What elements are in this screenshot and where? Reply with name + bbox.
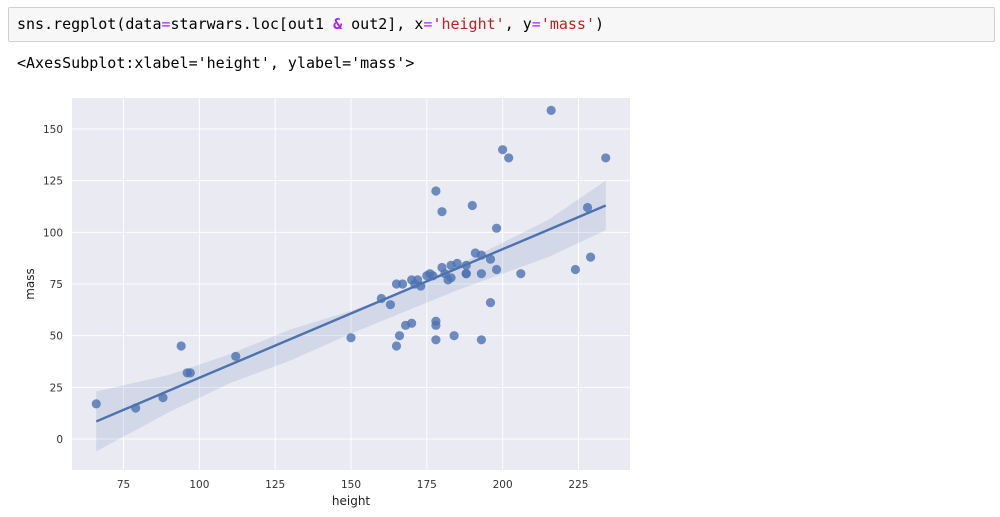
x-tick-label: 150 bbox=[341, 479, 361, 491]
code-token: , y bbox=[504, 15, 532, 33]
data-point bbox=[585, 252, 596, 262]
data-point bbox=[397, 279, 408, 289]
x-tick-label: 175 bbox=[417, 479, 437, 491]
data-point bbox=[476, 269, 487, 279]
code-token: = bbox=[423, 15, 433, 33]
data-point bbox=[231, 351, 241, 361]
y-tick-label: 0 bbox=[56, 434, 63, 446]
y-tick-label: 150 bbox=[43, 124, 63, 136]
confidence-band bbox=[96, 180, 606, 452]
code-token: = bbox=[161, 15, 171, 33]
code-cell[interactable]: sns.regplot(data=starwars.loc[out1 & out… bbox=[8, 7, 995, 42]
code-token: 'mass' bbox=[540, 15, 595, 33]
x-tick-label: 125 bbox=[265, 479, 285, 491]
data-point bbox=[394, 331, 405, 341]
data-point bbox=[476, 335, 487, 345]
data-point bbox=[467, 200, 477, 211]
x-axis-label: height bbox=[332, 494, 371, 508]
code-token: 'height' bbox=[432, 15, 505, 33]
data-point bbox=[498, 145, 508, 155]
data-point bbox=[452, 258, 462, 268]
data-point bbox=[570, 264, 581, 275]
code-token: starwars.loc[out1 bbox=[170, 15, 334, 33]
data-point bbox=[431, 335, 441, 345]
data-point bbox=[449, 331, 459, 341]
y-tick-label: 25 bbox=[50, 382, 63, 394]
code-token: out2], x bbox=[342, 15, 424, 33]
data-point bbox=[176, 341, 186, 351]
data-point bbox=[346, 333, 356, 343]
x-tick-label: 75 bbox=[117, 479, 130, 491]
y-tick-label: 100 bbox=[43, 227, 63, 239]
x-tick-label: 100 bbox=[189, 479, 209, 491]
data-point bbox=[582, 202, 593, 213]
x-tick-label: 200 bbox=[493, 479, 513, 491]
data-point bbox=[391, 341, 402, 351]
data-point bbox=[185, 368, 195, 378]
code-token: & bbox=[333, 15, 343, 33]
data-point bbox=[91, 399, 101, 409]
data-point bbox=[491, 223, 502, 233]
data-point bbox=[461, 269, 471, 279]
data-point bbox=[504, 153, 514, 163]
data-point bbox=[601, 153, 611, 163]
code-token: = bbox=[531, 15, 541, 33]
y-tick-label: 75 bbox=[50, 279, 63, 291]
code-line: sns.regplot(data=starwars.loc[out1 & out… bbox=[17, 15, 604, 33]
data-point bbox=[385, 300, 396, 310]
data-point bbox=[431, 320, 441, 330]
regplot-chart: 75 100 125 150 175 200 225 0 25 50 75 100 125 150 heig… bbox=[23, 98, 630, 508]
data-point bbox=[431, 186, 441, 196]
y-tick-label: 50 bbox=[50, 331, 63, 343]
regression-line bbox=[95, 204, 607, 423]
y-tick-label: 125 bbox=[43, 176, 63, 188]
data-point bbox=[516, 269, 526, 279]
data-point bbox=[491, 264, 502, 275]
data-point bbox=[546, 105, 556, 115]
data-point bbox=[485, 298, 496, 308]
y-axis-label: mass bbox=[23, 268, 37, 300]
data-point bbox=[485, 254, 496, 264]
cell-output: <AxesSubplot:xlabel='height', ylabel='ma… bbox=[17, 54, 415, 72]
data-point bbox=[437, 207, 447, 217]
x-tick-label: 225 bbox=[568, 479, 588, 491]
code-token: ) bbox=[595, 15, 605, 33]
data-point bbox=[407, 318, 417, 328]
code-token: sns.regplot(data bbox=[17, 15, 162, 33]
data-point bbox=[446, 273, 456, 283]
